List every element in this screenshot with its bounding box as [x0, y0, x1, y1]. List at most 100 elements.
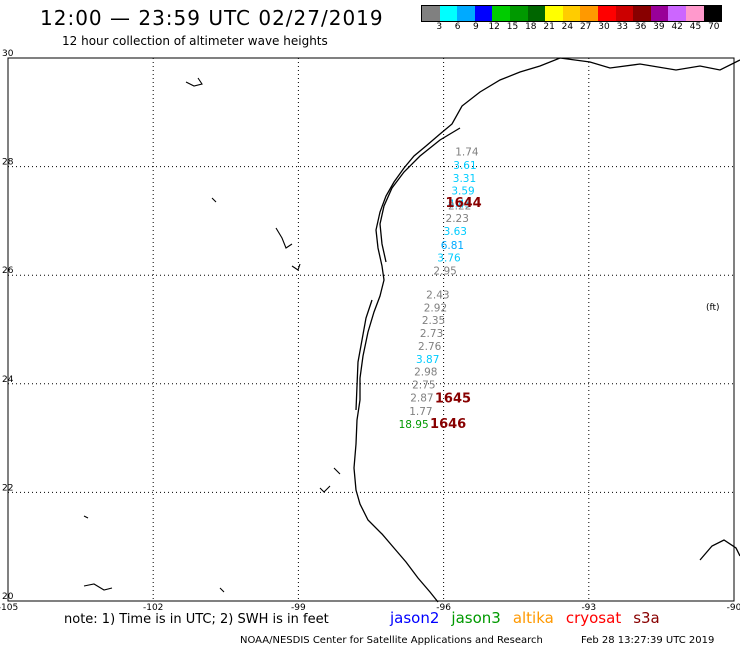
legend-label: 12 [488, 22, 500, 32]
pass-time-labels: 1644 1645 1646 [430, 196, 482, 432]
wave-height-label: 3.31 [453, 173, 476, 185]
lat-lon-grid [7, 57, 735, 602]
small-islands [83, 77, 341, 593]
legend-label: 6 [454, 22, 461, 32]
legend-label: 42 [671, 22, 683, 32]
legend-swatch [457, 6, 475, 21]
wave-height-label: 2.43 [426, 290, 449, 302]
wave-height-label: 2.87 [410, 393, 433, 405]
wave-height-label: 2.73 [420, 328, 443, 340]
map-subtitle: 12 hour collection of altimeter wave hei… [62, 34, 328, 48]
legend-label: 30 [598, 22, 610, 32]
x-tick-label: -90 [727, 603, 740, 613]
wave-height-label: 3.59 [451, 185, 474, 197]
wave-height-label: 2.92 [424, 303, 447, 315]
legend-label: 15 [506, 22, 519, 32]
wave-height-label: 4.43 [448, 198, 471, 210]
satellite-jason2: jason2 [390, 609, 440, 627]
y-tick-label: 28 [2, 158, 14, 168]
y-tick-label: 26 [2, 266, 14, 276]
satellite-cryosat: cryosat [565, 609, 622, 627]
map-title: 12:00 — 23:59 UTC 02/27/2019 [40, 6, 384, 30]
x-tick-label: -102 [143, 603, 163, 613]
legend-label: 27 [579, 22, 592, 32]
pass-time-label: 1644 [446, 196, 482, 211]
legend-swatch [685, 6, 704, 21]
legend-swatch [527, 6, 546, 21]
legend-swatch [474, 6, 493, 21]
legend-swatch [580, 6, 598, 21]
y-tick-label: 22 [2, 483, 13, 493]
coastline [353, 57, 740, 603]
map-frame [7, 57, 735, 602]
legend-label: 18 [525, 22, 537, 32]
axis-tick-labels: -105 -102 -99 -96 -93 -90 30 28 26 24 22 20 [0, 49, 740, 613]
y-tick-label: 30 [2, 49, 14, 59]
legend-swatch [492, 6, 510, 21]
wave-height-label: 3.63 [444, 226, 467, 238]
island-near-20-2n-104w [83, 583, 113, 591]
legend-swatch [562, 6, 581, 21]
legend-swatch [633, 6, 651, 21]
yucatan-coast [699, 539, 740, 561]
wave-height-label: 1.74 [455, 147, 479, 159]
legend-swatch [668, 6, 686, 21]
legend-label: 24 [561, 22, 574, 32]
satellite-altika: altika [512, 609, 554, 627]
credit-text: NOAA/NESDIS Center for Satellite Applica… [240, 635, 543, 646]
x-tick-label: -96 [436, 603, 451, 613]
legend-swatch [509, 6, 528, 21]
wave-height-label: 6.81 [441, 240, 464, 252]
island-near-26n-101w [275, 227, 293, 249]
legend-swatch [422, 6, 440, 21]
legend-swatch [703, 6, 722, 21]
island-near-23n-98w [333, 467, 341, 475]
legend-swatch [650, 6, 669, 21]
wave-height-values: 1.743.613.313.594.432.222.233.63 6.813.76… [399, 147, 479, 431]
legend-swatch [615, 6, 634, 21]
island-near-26-8n-100w [291, 263, 301, 271]
island-near-22-4n-98w [319, 485, 331, 493]
pass-time-label: 1645 [435, 391, 471, 406]
legend-label: 33 [616, 22, 629, 32]
satellite-s3a: s3a [633, 609, 660, 627]
island-near-29-6n-103w [185, 77, 203, 87]
wave-height-label: 2.76 [418, 341, 442, 353]
legend-label: 39 [653, 22, 665, 32]
legend-label: 3 [436, 22, 443, 32]
island-near-27-8n-102w [211, 197, 217, 203]
laguna-madre-inner [355, 299, 373, 411]
x-tick-label: -105 [0, 603, 18, 613]
color-scale-legend [421, 5, 723, 22]
wave-height-label: 2.75 [412, 380, 435, 392]
wave-height-label: 18.95 [399, 419, 429, 431]
legend-swatch [597, 6, 616, 21]
wave-height-label: 2.98 [414, 367, 437, 379]
units-note: note: 1) Time is in UTC; 2) SWH is in fe… [64, 612, 329, 627]
wave-height-label: 3.76 [437, 253, 461, 265]
satellite-jason3: jason3 [451, 609, 501, 627]
barrier-island [379, 127, 461, 263]
wave-height-label: 2.22 [448, 200, 471, 212]
gulf-coastline [353, 57, 740, 603]
legend-swatch [545, 6, 563, 21]
island-near-21-5n-104w [83, 515, 89, 519]
legend-label: 45 [689, 22, 702, 32]
wave-height-label: 2.23 [446, 213, 469, 225]
legend-swatch [439, 6, 458, 21]
pass-time-label: 1646 [430, 417, 466, 432]
satellite-legend: jason2 jason3 altika cryosat s3a [390, 609, 672, 627]
legend-label: 9 [473, 22, 479, 32]
generated-timestamp: Feb 28 13:27:39 UTC 2019 [581, 635, 715, 646]
wave-height-label: 3.87 [416, 354, 439, 366]
legend-label: 36 [634, 22, 647, 32]
y-tick-label: 20 [2, 592, 14, 602]
wave-height-label: 3.61 [453, 160, 476, 172]
unit-label: (ft) [706, 303, 720, 313]
wave-height-label: 1.77 [409, 406, 432, 418]
x-tick-label: -93 [581, 603, 596, 613]
x-tick-label: -99 [291, 603, 306, 613]
wave-height-label: 2.35 [422, 315, 445, 327]
y-tick-label: 24 [2, 375, 14, 385]
